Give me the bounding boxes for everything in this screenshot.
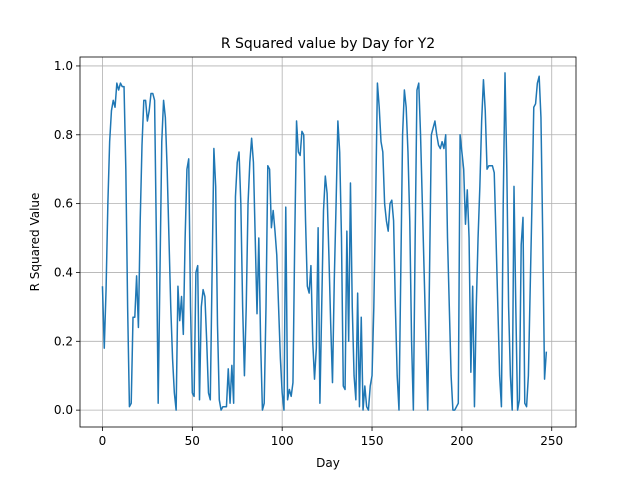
chart-title: R Squared value by Day for Y2	[221, 36, 435, 52]
y-tick-label: 0.4	[54, 265, 73, 279]
y-tick-label: 0.0	[54, 403, 73, 417]
y-tick-label: 0.6	[54, 197, 73, 211]
y-axis-label: R Squared Value	[28, 193, 42, 292]
data-line	[101, 72, 548, 411]
x-tick-label: 250	[540, 434, 563, 448]
y-tick-label: 0.2	[54, 334, 73, 348]
y-tick-label: 1.0	[54, 59, 73, 73]
x-tick-label: 50	[185, 434, 200, 448]
x-axis-label: Day	[316, 456, 340, 470]
x-tick-label: 200	[450, 434, 473, 448]
y-tick-label: 0.8	[54, 128, 73, 142]
plot-frame	[79, 56, 577, 428]
x-tick-label: 150	[361, 434, 384, 448]
x-tick-label: 0	[99, 434, 107, 448]
x-tick-label: 100	[271, 434, 294, 448]
